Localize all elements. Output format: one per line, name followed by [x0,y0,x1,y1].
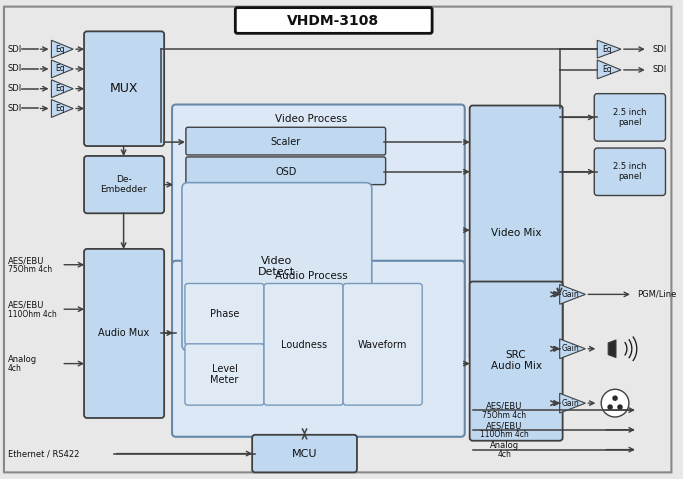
Text: Eq: Eq [55,84,65,93]
FancyBboxPatch shape [172,261,464,437]
Text: Phase: Phase [210,309,239,319]
Circle shape [612,396,618,401]
Polygon shape [597,40,621,58]
Polygon shape [608,340,616,358]
Text: Analog: Analog [8,355,37,364]
Circle shape [607,404,613,410]
Circle shape [601,389,629,417]
FancyBboxPatch shape [252,435,357,472]
FancyBboxPatch shape [182,182,372,351]
Polygon shape [559,285,585,304]
Text: 2.5 inch
panel: 2.5 inch panel [613,162,647,182]
Text: Loudness: Loudness [281,340,326,350]
FancyBboxPatch shape [4,7,671,472]
FancyBboxPatch shape [84,156,164,213]
Circle shape [617,404,623,410]
FancyBboxPatch shape [185,344,264,405]
Text: SDI: SDI [653,45,667,54]
FancyBboxPatch shape [185,284,264,345]
Text: Gain: Gain [561,290,579,299]
Text: Video Process: Video Process [275,114,348,125]
Text: Gain: Gain [561,344,579,354]
FancyBboxPatch shape [343,284,422,405]
FancyBboxPatch shape [172,104,464,362]
Text: Scaler: Scaler [270,137,301,147]
Polygon shape [559,393,585,413]
Text: SRC
Audio Mix: SRC Audio Mix [490,350,542,371]
Polygon shape [51,80,73,98]
Text: Eq: Eq [602,45,612,54]
Text: 4ch: 4ch [497,450,512,459]
Text: Eq: Eq [55,104,65,113]
Text: AES/EBU: AES/EBU [8,256,44,265]
FancyBboxPatch shape [264,284,343,405]
Text: Analog: Analog [490,441,519,450]
Text: SDI: SDI [653,66,667,74]
FancyBboxPatch shape [470,282,563,441]
Text: 110Ohm 4ch: 110Ohm 4ch [480,430,529,439]
Text: 110Ohm 4ch: 110Ohm 4ch [8,309,57,319]
Polygon shape [51,60,73,78]
Text: Video
Detect: Video Detect [258,256,296,277]
FancyBboxPatch shape [186,157,386,184]
Text: Eq: Eq [55,45,65,54]
Text: Eq: Eq [602,66,612,74]
Text: OSD: OSD [275,167,296,177]
Text: Waveform: Waveform [358,340,407,350]
FancyBboxPatch shape [236,8,432,34]
Text: SDI: SDI [8,45,22,54]
Text: 75Ohm 4ch: 75Ohm 4ch [482,411,527,420]
Text: Ethernet / RS422: Ethernet / RS422 [8,449,79,458]
Text: 75Ohm 4ch: 75Ohm 4ch [8,265,52,274]
Text: Gain: Gain [561,399,579,408]
Polygon shape [51,100,73,117]
FancyBboxPatch shape [84,31,164,146]
Text: MCU: MCU [292,448,318,458]
Text: Audio Mux: Audio Mux [98,328,149,338]
Text: Audio Process: Audio Process [275,271,348,281]
Polygon shape [51,40,73,58]
FancyBboxPatch shape [594,94,665,141]
Text: SDI: SDI [8,104,22,113]
FancyBboxPatch shape [470,105,563,361]
Polygon shape [559,339,585,359]
Text: Eq: Eq [55,65,65,73]
FancyBboxPatch shape [186,127,386,155]
Text: De-
Embedder: De- Embedder [100,175,147,194]
Text: 4ch: 4ch [8,364,22,373]
Text: SDI: SDI [8,65,22,73]
FancyBboxPatch shape [594,148,665,195]
FancyBboxPatch shape [84,249,164,418]
Text: AES/EBU: AES/EBU [486,401,522,411]
Text: PGM/Line: PGM/Line [637,290,676,299]
Text: 2.5 inch
panel: 2.5 inch panel [613,108,647,127]
Text: Level
Meter: Level Meter [210,364,238,385]
Text: SDI: SDI [8,84,22,93]
Text: AES/EBU: AES/EBU [486,422,522,431]
Polygon shape [597,60,621,79]
Text: Video Mix: Video Mix [491,228,542,238]
Text: VHDM-3108: VHDM-3108 [287,14,379,28]
Text: AES/EBU: AES/EBU [8,301,44,310]
Text: MUX: MUX [109,82,138,95]
